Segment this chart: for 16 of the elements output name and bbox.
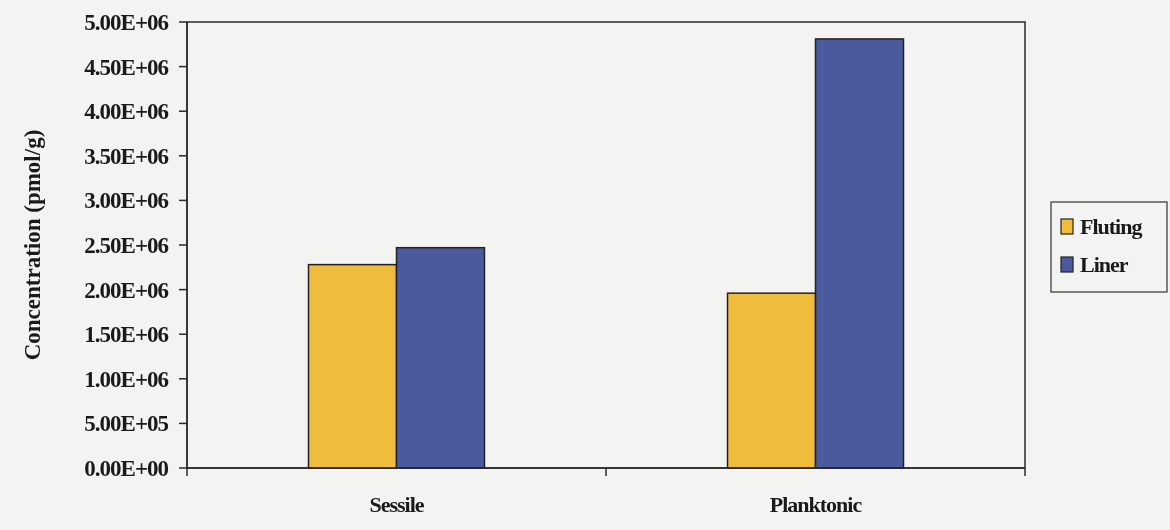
y-tick-label: 2.00E+06	[84, 277, 169, 303]
legend-label: Liner	[1080, 252, 1129, 277]
y-tick-label: 3.50E+06	[84, 143, 169, 169]
y-tick-label: 2.50E+06	[84, 233, 169, 259]
y-tick-label: 5.00E+06	[84, 10, 169, 36]
y-tick-label: 0.00E+00	[84, 456, 169, 482]
y-axis-title: Concentration (pmol/g)	[20, 129, 45, 361]
x-tick-label: Planktonic	[769, 492, 863, 517]
y-tick-label: 4.00E+06	[84, 99, 169, 125]
y-tick-label: 4.50E+06	[84, 54, 169, 80]
y-tick-label: 5.00E+05	[84, 411, 169, 437]
x-tick-label: Sessile	[369, 492, 425, 517]
y-tick-label: 1.00E+06	[84, 366, 169, 392]
y-tick-label: 1.50E+06	[84, 322, 169, 348]
legend-label: Fluting	[1080, 214, 1143, 239]
y-tick-label: 3.00E+06	[84, 188, 169, 214]
